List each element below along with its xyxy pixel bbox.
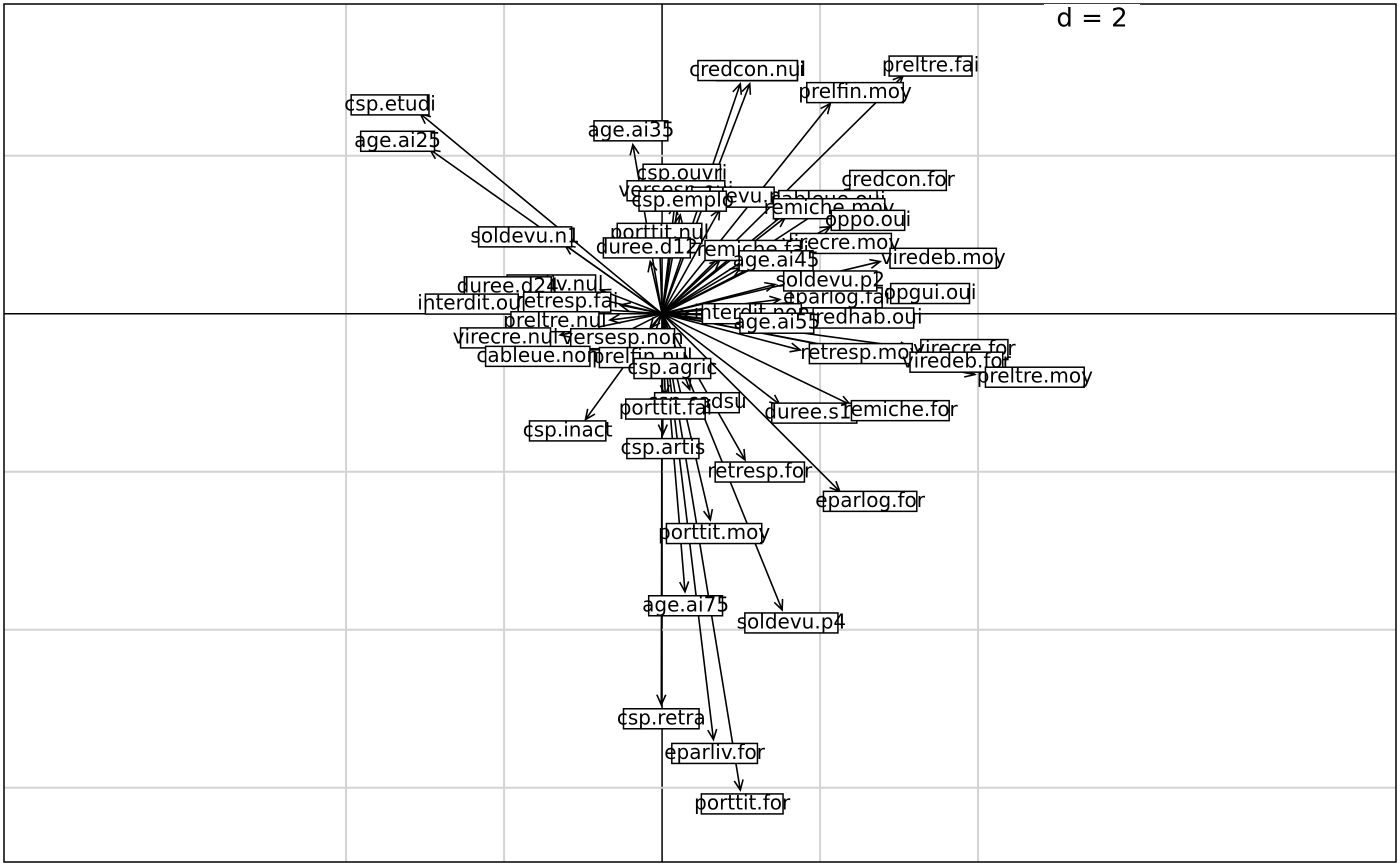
point-label: credcon.for — [841, 167, 955, 191]
label-box — [822, 490, 918, 513]
label-box — [739, 312, 815, 334]
arrow — [661, 102, 832, 315]
point-label: opgui.oui — [884, 280, 977, 304]
label-box — [850, 399, 950, 422]
label-box — [633, 357, 712, 380]
point-label: age.ai25 — [354, 128, 441, 152]
point-label: prelfin.moy — [798, 79, 912, 103]
label-box — [984, 366, 1085, 388]
point-label: age.ai75 — [642, 592, 729, 616]
label-box — [714, 461, 806, 483]
label-box — [830, 209, 906, 232]
label-box — [622, 708, 700, 730]
arrow — [661, 312, 803, 353]
label-box — [624, 398, 706, 420]
plot-frame — [3, 3, 1397, 863]
grid-label: d = 2 — [1056, 4, 1127, 34]
point-label: retresp.moy — [800, 340, 921, 364]
labels: csp.etudiage.ai25age.ai35prelfin.faicred… — [344, 53, 1093, 815]
point-label: viredeb.moy — [881, 245, 1006, 269]
label-box — [647, 595, 724, 617]
label-box — [849, 169, 948, 192]
label-box — [665, 522, 763, 545]
label-box — [350, 94, 430, 116]
point-label: retresp.for — [707, 459, 813, 483]
label-box — [697, 59, 799, 82]
point-label: eparliv.for — [664, 740, 766, 764]
label-box — [671, 742, 759, 765]
point-label: csp.agric — [627, 355, 717, 379]
point-label: porttit.moy — [658, 520, 770, 544]
point-label: soldevu.n1 — [470, 223, 579, 247]
label-box — [528, 420, 607, 442]
label-box — [484, 345, 591, 368]
label-box — [889, 247, 998, 270]
point-label: preltre.fai — [882, 53, 979, 77]
point-label: remiche.for — [843, 397, 959, 421]
label-box — [638, 190, 728, 212]
label-box — [738, 250, 814, 272]
grid-label-box — [1044, 4, 1140, 34]
point-label: csp.inact — [523, 417, 613, 441]
arrow — [647, 259, 663, 314]
label-box — [626, 437, 700, 460]
point-label: virecre.moy — [782, 230, 901, 254]
arrow — [661, 281, 777, 315]
point-label: csp.artis — [621, 435, 706, 459]
point-label: oppo.oui — [825, 207, 911, 231]
label-box — [477, 226, 573, 248]
point-label: virecre.nul — [453, 324, 559, 348]
label-box — [593, 120, 669, 142]
arrow — [618, 301, 663, 315]
label-box — [700, 793, 784, 815]
point-label: soldevu.p2 — [775, 267, 885, 291]
point-label: credhab.oui — [804, 305, 922, 329]
point-label: csp.retra — [617, 705, 706, 729]
point-label: porttit.for — [694, 790, 791, 814]
point-label: credcon.nul — [689, 57, 806, 81]
point-label: preltre.moy — [977, 364, 1093, 388]
point-label: eparlog.for — [815, 488, 926, 512]
point-label: porttit.fai — [619, 396, 712, 420]
label-box — [424, 293, 519, 315]
point-label: duree.d12 — [596, 234, 698, 258]
point-label: cableue.non — [476, 343, 599, 367]
point-label: csp.emplo — [631, 188, 734, 212]
point-label: retresp.fai — [516, 289, 618, 313]
point-label: age.ai45 — [733, 247, 820, 271]
label-box — [744, 612, 839, 634]
label-box — [602, 237, 692, 259]
point-label: age.ai55 — [733, 310, 820, 334]
point-label: interdit.oui — [417, 291, 526, 315]
label-box — [806, 81, 905, 104]
point-label: versesp.non — [562, 325, 684, 349]
arrow — [661, 313, 746, 462]
point-label: csp.etudi — [344, 91, 436, 115]
label-box — [359, 130, 436, 153]
label-box — [782, 270, 878, 292]
grid — [4, 4, 1396, 862]
label-box — [889, 282, 971, 305]
point-label: age.ai35 — [587, 117, 674, 141]
label-box — [909, 351, 1004, 373]
label-box — [888, 55, 973, 77]
point-label: soldevu.p4 — [737, 609, 847, 633]
point-label: duree.s12 — [764, 400, 864, 424]
label-box — [510, 310, 600, 333]
